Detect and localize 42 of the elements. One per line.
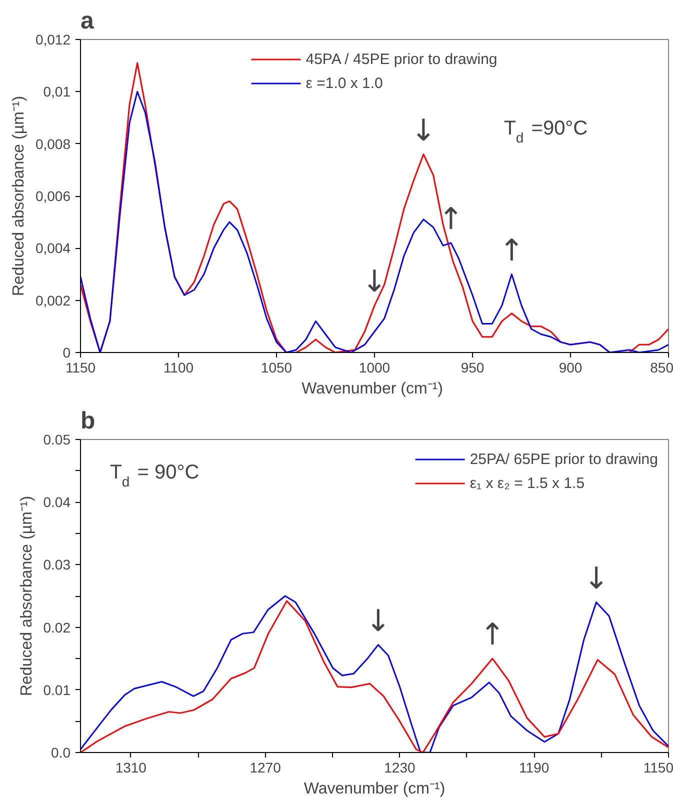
annotation: ↑ — [480, 618, 506, 653]
y-tick-label: 0,01 — [43, 84, 71, 100]
y-tick-label: 0.03 — [43, 556, 71, 573]
y-tick-label: 0.04 — [43, 494, 71, 510]
x-tick-label: 1100 — [163, 360, 194, 376]
x-tick-label: 900 — [558, 360, 582, 376]
annotation: ↓ — [584, 561, 609, 596]
x-tick-label: 850 — [650, 360, 673, 376]
x-tick-label: 1150 — [643, 760, 673, 776]
y-tick-label: 0.02 — [43, 619, 71, 636]
y-axis-title: Reduced absorbance (µm⁻¹) — [10, 96, 28, 296]
x-axis-title: Wavenumber (cm⁻¹) — [302, 380, 443, 398]
x-tick-label: 950 — [460, 360, 484, 376]
y-tick-label: 0 — [62, 344, 71, 360]
y-tick-label: 0.0 — [51, 744, 71, 760]
x-tick-label: 1310 — [115, 760, 147, 776]
y-tick-label: 0.01 — [43, 682, 71, 698]
x-axis-title: Wavenumber (cm⁻¹) — [304, 780, 446, 798]
x-tick-label: 1190 — [519, 760, 550, 776]
chart-title: b — [80, 408, 96, 434]
legend-label: ε₁ x ε₂ = 1.5 x 1.5 — [470, 474, 585, 492]
y-tick-label: 0,006 — [35, 188, 71, 204]
annotation: ↓ — [362, 264, 388, 300]
x-tick-label: 1270 — [250, 760, 282, 776]
y-tick-label: 0.05 — [43, 432, 71, 448]
y-tick-label: 0,008 — [35, 136, 71, 152]
legend-label: 25PA/ 65PE prior to drawing — [470, 450, 658, 468]
annotation: ↓ — [410, 113, 436, 148]
x-tick-label: 1230 — [384, 760, 416, 776]
x-tick-label: 1050 — [260, 360, 292, 376]
x-tick-label: 1150 — [65, 360, 96, 376]
y-tick-label: 0,002 — [35, 292, 71, 308]
y-axis-title: Reduced absorbance (µm⁻¹) — [18, 496, 36, 696]
annotation: ↑ — [438, 202, 464, 237]
chart-title: a — [80, 8, 94, 34]
y-tick-label: 0,012 — [35, 32, 71, 48]
x-tick-label: 1000 — [358, 360, 390, 376]
annotation: ↑ — [499, 233, 524, 268]
legend-label: ε =1.0 x 1.0 — [306, 74, 383, 92]
y-tick-label: 0,004 — [35, 240, 71, 256]
legend-label: 45PA / 45PE prior to drawing — [306, 50, 498, 68]
annotation: ↓ — [366, 604, 391, 639]
